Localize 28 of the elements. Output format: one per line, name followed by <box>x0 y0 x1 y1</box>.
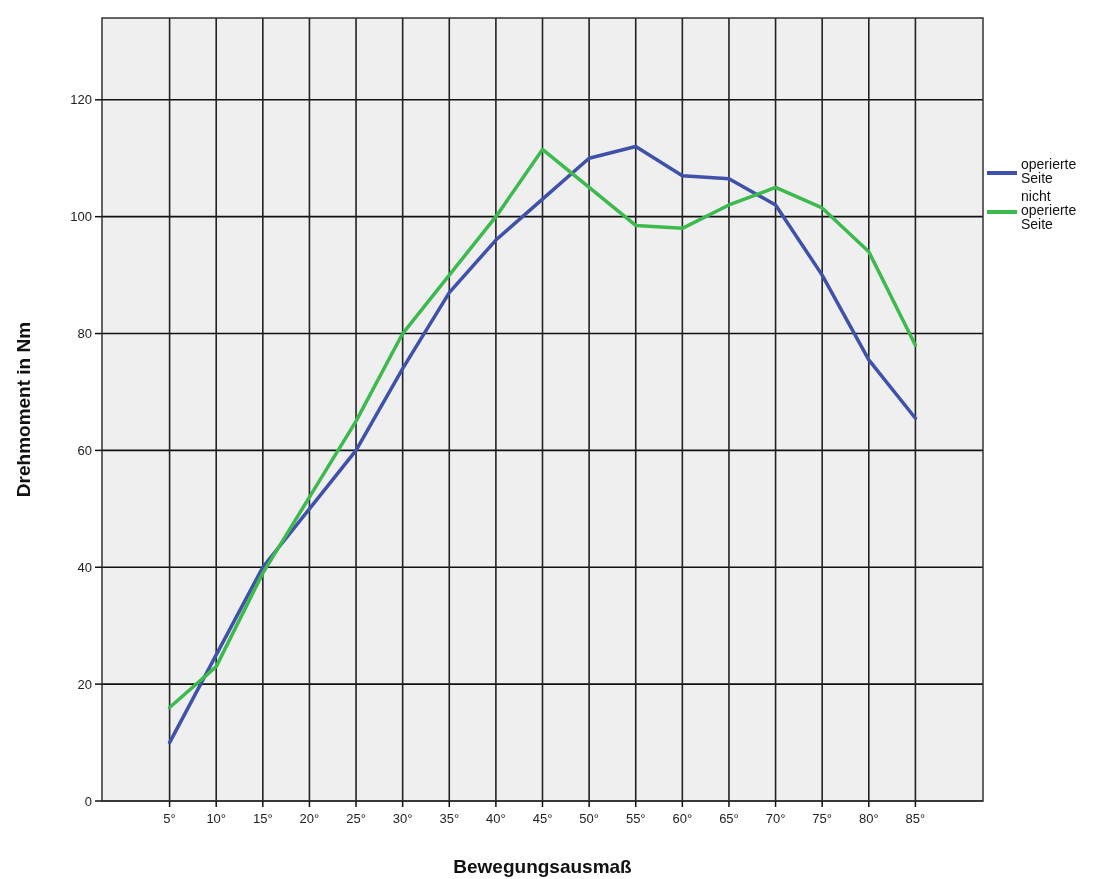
x-tick-label: 5° <box>163 811 176 826</box>
legend-label: nicht operierte Seite <box>1021 188 1077 232</box>
x-tick-label: 50° <box>579 811 599 826</box>
x-tick-label: 40° <box>486 811 506 826</box>
y-tick-label: 40 <box>77 559 92 575</box>
x-tick-label: 55° <box>625 811 646 826</box>
x-tick-label: 75° <box>812 811 833 826</box>
y-tick-label: 60 <box>77 442 92 458</box>
x-tick-label: 15° <box>252 811 273 826</box>
x-tick-label: 30° <box>392 811 413 826</box>
x-tick-label: 20° <box>299 811 320 826</box>
x-tick-label: 80° <box>858 811 879 826</box>
y-axis-title: Drehmoment in Nm <box>13 321 34 498</box>
x-tick-label: 45° <box>532 811 553 826</box>
y-tick-label: 100 <box>70 209 92 225</box>
y-tick-label: 20 <box>77 676 92 692</box>
x-tick-label: 85° <box>905 811 926 826</box>
x-axis-title: Bewegungsausmaß <box>453 856 633 877</box>
x-tick-label: 10° <box>206 811 227 826</box>
y-tick-label: 80 <box>77 326 92 342</box>
x-tick-label: 60° <box>672 811 693 826</box>
x-tick-label: 25° <box>346 811 366 826</box>
x-tick-label: 35° <box>439 811 460 826</box>
y-tick-label: 120 <box>70 92 92 108</box>
y-tick-label: 0 <box>84 793 92 809</box>
legend-label: operierte Seite <box>1021 156 1077 186</box>
x-tick-label: 70° <box>765 811 786 826</box>
x-tick-label: 65° <box>719 811 739 826</box>
